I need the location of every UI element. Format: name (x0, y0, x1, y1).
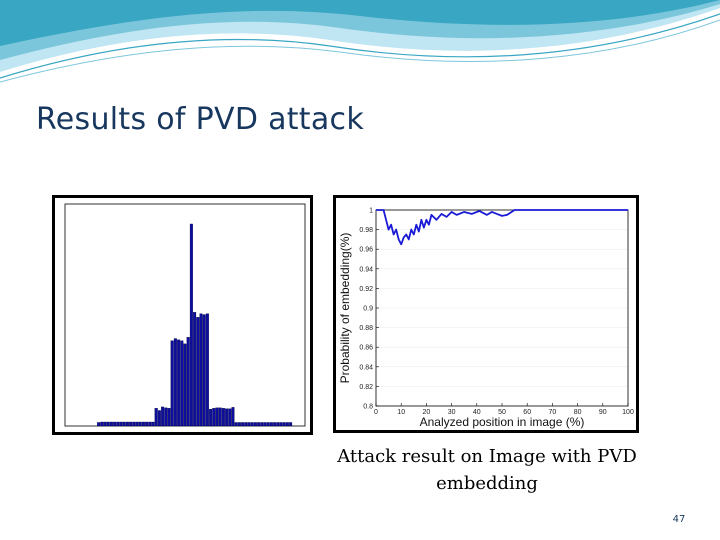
slide-title: Results of PVD attack (36, 102, 365, 137)
histogram-bar (221, 408, 225, 427)
y-tick-label: 0.86 (359, 345, 373, 352)
histogram-bar (132, 421, 136, 427)
histogram-bar (218, 407, 222, 427)
histogram-bar (209, 408, 213, 427)
histogram-bar (135, 421, 139, 427)
histogram-bar (228, 408, 232, 427)
histogram-bar (253, 422, 257, 427)
y-tick-label: 0.82 (359, 384, 373, 391)
y-tick-label: 0.88 (359, 325, 373, 332)
probability-chart-panel: 0.8 0.82 0.84 0.86 0.88 0.9 0.92 0.94 0.96 0.98 1 0… (333, 195, 639, 433)
histogram-bar (237, 422, 241, 427)
histogram-bar (279, 422, 283, 427)
histogram-chart (55, 198, 310, 432)
histogram-bar (289, 422, 293, 427)
histogram-bar (116, 421, 120, 427)
x-tick-label: 80 (574, 409, 582, 416)
histogram-bar (103, 421, 107, 427)
histogram-bar (247, 422, 251, 427)
histogram-bar (186, 337, 190, 427)
histogram-bar (234, 422, 238, 427)
x-tick-label: 90 (599, 409, 607, 416)
x-tick-label: 0 (374, 409, 378, 416)
histogram-bar (100, 421, 104, 427)
histogram-bar (225, 408, 229, 427)
wave-line-1 (0, 13, 720, 79)
page-number: 47 (672, 514, 686, 525)
y-tick-label: 0.96 (359, 247, 373, 254)
histogram-bar (282, 422, 286, 427)
figure-caption: Attack result on Image with PVD embeddin… (337, 446, 637, 494)
x-tick-label: 10 (397, 409, 405, 416)
histogram-bar (97, 422, 101, 427)
x-tick-label: 100 (622, 409, 634, 416)
histogram-bar (170, 340, 174, 427)
histogram-bar (199, 313, 203, 427)
histogram-bar (266, 422, 270, 427)
histogram-bar (125, 421, 129, 427)
histogram-bar (141, 421, 145, 427)
histogram-bar (202, 314, 206, 427)
histogram-chart-panel (52, 195, 313, 435)
histogram-bar (167, 408, 171, 427)
histogram-bar (189, 223, 193, 427)
histogram-bar (276, 422, 280, 427)
histogram-bar (145, 421, 149, 427)
histogram-bar (269, 422, 273, 427)
histogram-bar (129, 421, 133, 427)
x-tick-label: 60 (523, 409, 531, 416)
x-tick-label: 50 (498, 409, 506, 416)
histogram-bar (260, 422, 264, 427)
histogram-bar (119, 421, 123, 427)
x-tick-label: 30 (448, 409, 456, 416)
histogram-bar (164, 407, 168, 427)
histogram-bar (273, 422, 277, 427)
y-tick-label: 0.94 (359, 266, 373, 273)
histogram-bar (257, 422, 261, 427)
histogram-bar (212, 408, 216, 427)
y-tick-label: 0.8 (363, 404, 373, 411)
histogram-bar (161, 406, 165, 427)
y-tick-label: 0.92 (359, 286, 373, 293)
probability-series-line (376, 209, 628, 246)
wave-line-2 (0, 19, 720, 83)
x-tick-label: 20 (423, 409, 431, 416)
histogram-bar (122, 421, 126, 427)
histogram-bar (180, 340, 184, 427)
histogram-bar (250, 422, 254, 427)
histogram-bar (285, 422, 289, 427)
histogram-bar (148, 421, 152, 427)
x-axis-label: Analyzed position in image (%) (420, 415, 585, 429)
histogram-bar (196, 317, 200, 427)
x-tick-label: 40 (473, 409, 481, 416)
probability-line-chart: 0.80.820.840.860.880.90.920.940.960.9810… (336, 198, 636, 430)
histogram-bar (138, 421, 142, 427)
histogram-bar (154, 408, 158, 427)
y-tick-label: 0.9 (363, 306, 373, 313)
histogram-bar (113, 421, 117, 427)
histogram-bar (244, 422, 248, 427)
y-tick-label: 0.98 (359, 227, 373, 234)
y-axis-label: Probability of embedding(%) (338, 233, 352, 384)
x-tick-label: 70 (549, 409, 557, 416)
histogram-bar (193, 312, 197, 427)
histogram-bar (151, 421, 155, 427)
histogram-bar (173, 338, 177, 427)
histogram-bar (241, 422, 245, 427)
y-tick-label: 0.84 (359, 364, 373, 371)
wave-band-dark (0, 0, 720, 46)
histogram-bar (157, 410, 161, 427)
header-wave-decoration (0, 0, 720, 83)
histogram-bar (177, 339, 181, 427)
histogram-bar (183, 343, 187, 427)
histogram-bar (215, 407, 219, 427)
histogram-bar (231, 407, 235, 427)
histogram-bar (263, 422, 267, 427)
histogram-bar (205, 313, 209, 427)
histogram-bar (109, 421, 113, 427)
y-tick-label: 1 (369, 208, 373, 215)
histogram-bar (106, 421, 110, 427)
